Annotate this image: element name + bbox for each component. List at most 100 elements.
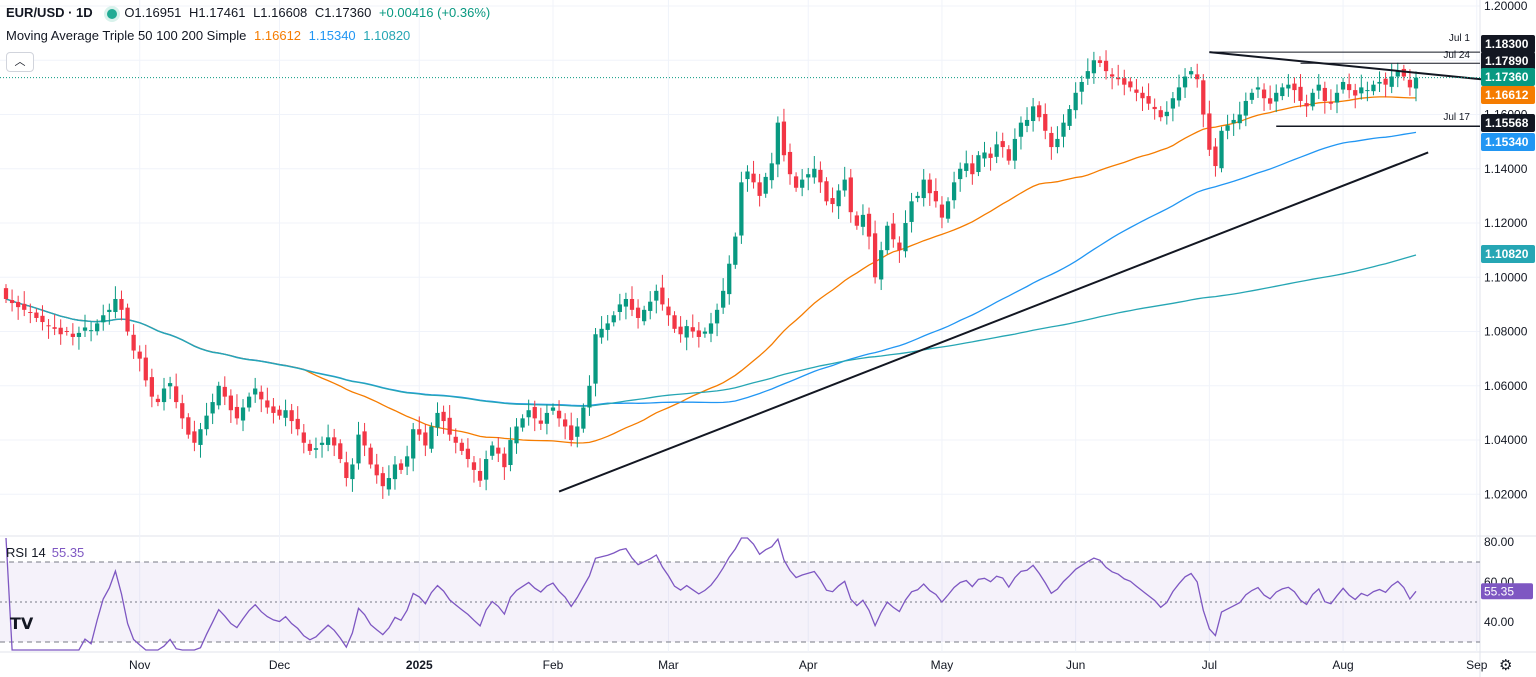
candle-body	[1407, 79, 1413, 88]
candle	[563, 413, 568, 440]
candlesticks	[3, 50, 1419, 499]
candle-body	[107, 309, 112, 313]
price-label-bg	[1481, 114, 1535, 132]
candle	[708, 312, 714, 343]
candle-body	[751, 173, 756, 183]
candle	[1237, 101, 1242, 130]
tradingview-logo-icon[interactable]: 𝗧𝗩	[10, 616, 34, 633]
candle	[1079, 75, 1084, 105]
candle-body	[708, 323, 714, 334]
candle-body	[386, 478, 392, 490]
candle	[933, 178, 938, 208]
candle	[1097, 56, 1103, 68]
candle-body	[903, 223, 908, 252]
candle-body	[34, 312, 39, 318]
price-tick-label: 1.02000	[1484, 487, 1528, 501]
rsi-value-tag-label: 55.35	[1484, 584, 1514, 598]
candle-body	[301, 432, 306, 443]
candle-body	[1304, 103, 1309, 107]
candle-body	[891, 223, 896, 240]
candle	[611, 311, 616, 327]
candle	[453, 428, 458, 454]
candle	[951, 171, 957, 209]
ma-title[interactable]: Moving Average Triple 50 100 200 Simple	[6, 28, 247, 43]
candle-body	[332, 437, 337, 446]
candle	[465, 438, 471, 468]
candle	[295, 406, 300, 436]
gear-icon[interactable]: ⚙	[1499, 657, 1513, 674]
candle	[149, 368, 154, 408]
candle	[471, 456, 477, 483]
candle-body	[617, 304, 622, 313]
candle-body	[806, 174, 811, 178]
candle	[1359, 74, 1364, 100]
candle	[1407, 69, 1413, 96]
candle-body	[477, 470, 483, 481]
candle	[787, 143, 793, 185]
candle	[879, 241, 884, 291]
candle	[714, 303, 720, 337]
candle	[939, 196, 945, 229]
candle	[927, 173, 932, 206]
candle-body	[1413, 77, 1419, 89]
candle-body	[508, 440, 513, 466]
candle-body	[271, 406, 276, 413]
candle	[739, 171, 744, 244]
candle-body	[1268, 98, 1273, 104]
candle-body	[556, 410, 562, 419]
symbol-title[interactable]: EUR/USD · 1D	[6, 5, 93, 20]
candle	[848, 169, 853, 223]
candle	[1268, 85, 1273, 110]
time-tick-label: Nov	[129, 658, 150, 672]
candle-body	[137, 351, 142, 359]
candle-body	[866, 213, 872, 237]
time-tick-label: Dec	[269, 658, 290, 672]
candle-body	[228, 395, 233, 411]
candle	[1274, 84, 1279, 113]
price-label: 1.17360	[1481, 68, 1535, 86]
candle-body	[739, 182, 744, 236]
candle	[46, 319, 51, 339]
time-tick-label: May	[931, 658, 954, 672]
candle	[854, 211, 859, 230]
candle	[1310, 88, 1315, 111]
candle	[1103, 50, 1109, 80]
candle	[745, 165, 750, 192]
rsi-title[interactable]: RSI 14	[6, 545, 46, 560]
candle	[550, 403, 556, 415]
candle	[161, 377, 167, 411]
ascending-support-line	[558, 151, 1429, 493]
ma100-line	[5, 131, 1417, 407]
candle	[617, 293, 622, 321]
candle-body	[40, 315, 45, 323]
candle	[1067, 105, 1072, 130]
candle	[1164, 101, 1169, 125]
candle-body	[1353, 90, 1358, 96]
candle-body	[642, 309, 647, 322]
price-label-bg	[1481, 52, 1535, 70]
candle	[1116, 64, 1121, 86]
candle-body	[1237, 114, 1242, 124]
candle	[386, 465, 392, 496]
candle	[532, 400, 537, 432]
candle	[186, 413, 191, 439]
candle-body	[1091, 60, 1097, 74]
chevron-up-icon: ︿	[14, 56, 26, 68]
candle	[307, 439, 313, 455]
candle	[982, 141, 987, 167]
candle-body	[210, 402, 215, 414]
candle	[356, 421, 361, 470]
candle-body	[1085, 71, 1090, 79]
candle-body	[1146, 96, 1151, 104]
descending-resistance-line	[1209, 51, 1496, 82]
collapse-legend-button[interactable]: ︿	[6, 52, 34, 72]
candle	[1219, 126, 1224, 173]
candle	[891, 212, 896, 248]
candle	[417, 416, 422, 441]
candle-body	[1061, 122, 1066, 137]
candle-body	[58, 327, 63, 335]
candle	[654, 284, 659, 314]
candle	[605, 314, 610, 341]
candle	[812, 156, 817, 184]
